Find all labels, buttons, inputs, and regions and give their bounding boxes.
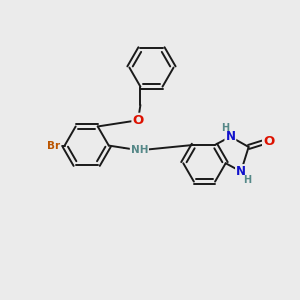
Text: H: H bbox=[221, 123, 229, 134]
Text: N: N bbox=[225, 130, 236, 143]
Text: Br: Br bbox=[47, 141, 61, 151]
Text: H: H bbox=[243, 175, 251, 185]
Text: O: O bbox=[133, 114, 144, 127]
Text: O: O bbox=[263, 135, 274, 148]
Text: NH: NH bbox=[131, 145, 148, 155]
Text: N: N bbox=[236, 165, 246, 178]
